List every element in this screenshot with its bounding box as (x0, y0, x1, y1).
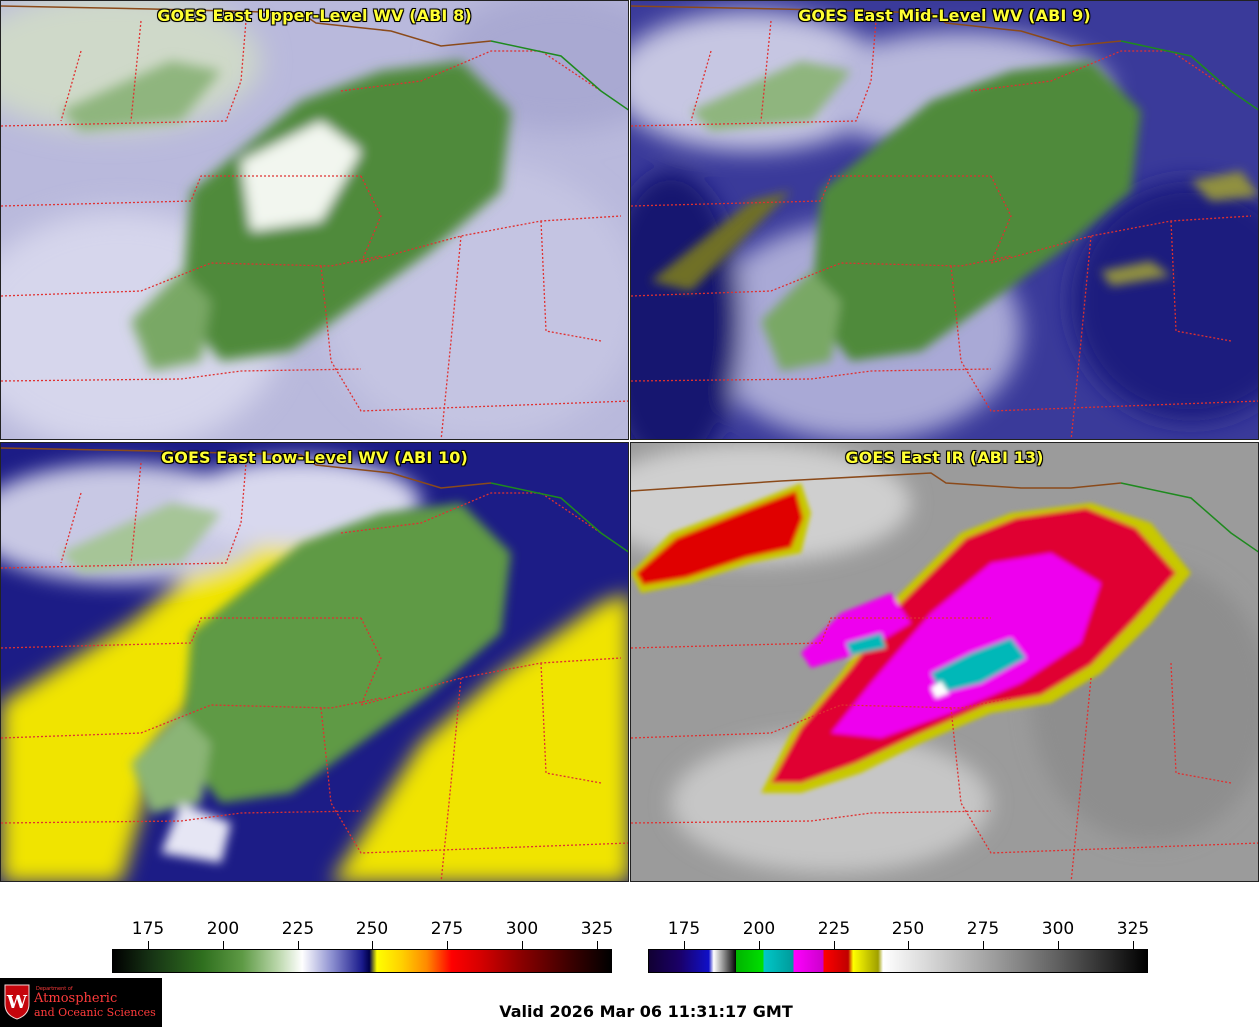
upper-level-wv-image (1, 1, 628, 439)
shield-letter: W (6, 992, 28, 1013)
wv-tick-label: 200 (206, 919, 240, 939)
wv-tick-mark (148, 941, 149, 949)
ir-tick-label: 275 (966, 919, 1000, 939)
wv-tick-mark (298, 941, 299, 949)
wv-tick-label: 175 (131, 919, 165, 939)
ir-tick-mark (834, 941, 835, 949)
wv-tick-label: 275 (430, 919, 464, 939)
wv-tick-mark (372, 941, 373, 949)
panel-title: GOES East IR (ABI 13) (845, 448, 1044, 467)
wv-tick-label: 250 (355, 919, 389, 939)
panel-title: GOES East Mid-Level WV (ABI 9) (798, 6, 1091, 25)
upper-level-wv-panel: GOES East Upper-Level WV (ABI 8) (0, 0, 629, 440)
ir-image (631, 443, 1258, 881)
mid-level-wv-image (631, 1, 1258, 439)
ir-colorbar (648, 949, 1148, 973)
ir-tick-label: 225 (817, 919, 851, 939)
ir-tick-mark (1058, 941, 1059, 949)
ir-tick-label: 200 (742, 919, 776, 939)
ir-tick-mark (684, 941, 685, 949)
low-level-wv-image (1, 443, 628, 881)
panel-title: GOES East Low-Level WV (ABI 10) (161, 448, 468, 467)
wv-tick-label: 225 (281, 919, 315, 939)
ir-tick-label: 175 (667, 919, 701, 939)
wv-tick-mark (522, 941, 523, 949)
low-level-wv-panel: GOES East Low-Level WV (ABI 10) (0, 442, 629, 882)
ir-tick-mark (908, 941, 909, 949)
mid-level-wv-panel: GOES East Mid-Level WV (ABI 9) (630, 0, 1259, 440)
wv-tick-mark (597, 941, 598, 949)
ir-tick-mark (759, 941, 760, 949)
ir-tick-mark (1133, 941, 1134, 949)
logo-line1: Atmospheric (34, 991, 118, 1006)
ir-tick-mark (983, 941, 984, 949)
panel-title: GOES East Upper-Level WV (ABI 8) (157, 6, 472, 25)
wv-colorbar (112, 949, 612, 973)
uw-shield-icon: W (4, 984, 30, 1020)
ir-tick-label: 325 (1116, 919, 1150, 939)
ir-tick-label: 300 (1041, 919, 1075, 939)
wv-tick-label: 325 (580, 919, 614, 939)
valid-time: Valid 2026 Mar 06 11:31:17 GMT (499, 1002, 793, 1021)
logo-dept: Department of (36, 986, 73, 992)
wv-tick-mark (447, 941, 448, 949)
ir-panel: GOES East IR (ABI 13) (630, 442, 1259, 882)
wv-tick-mark (223, 941, 224, 949)
logo-line2: and Oceanic Sciences (34, 1006, 156, 1019)
ir-tick-label: 250 (891, 919, 925, 939)
wv-tick-label: 300 (505, 919, 539, 939)
aos-logo: W Department of Atmospheric and Oceanic … (0, 978, 162, 1027)
